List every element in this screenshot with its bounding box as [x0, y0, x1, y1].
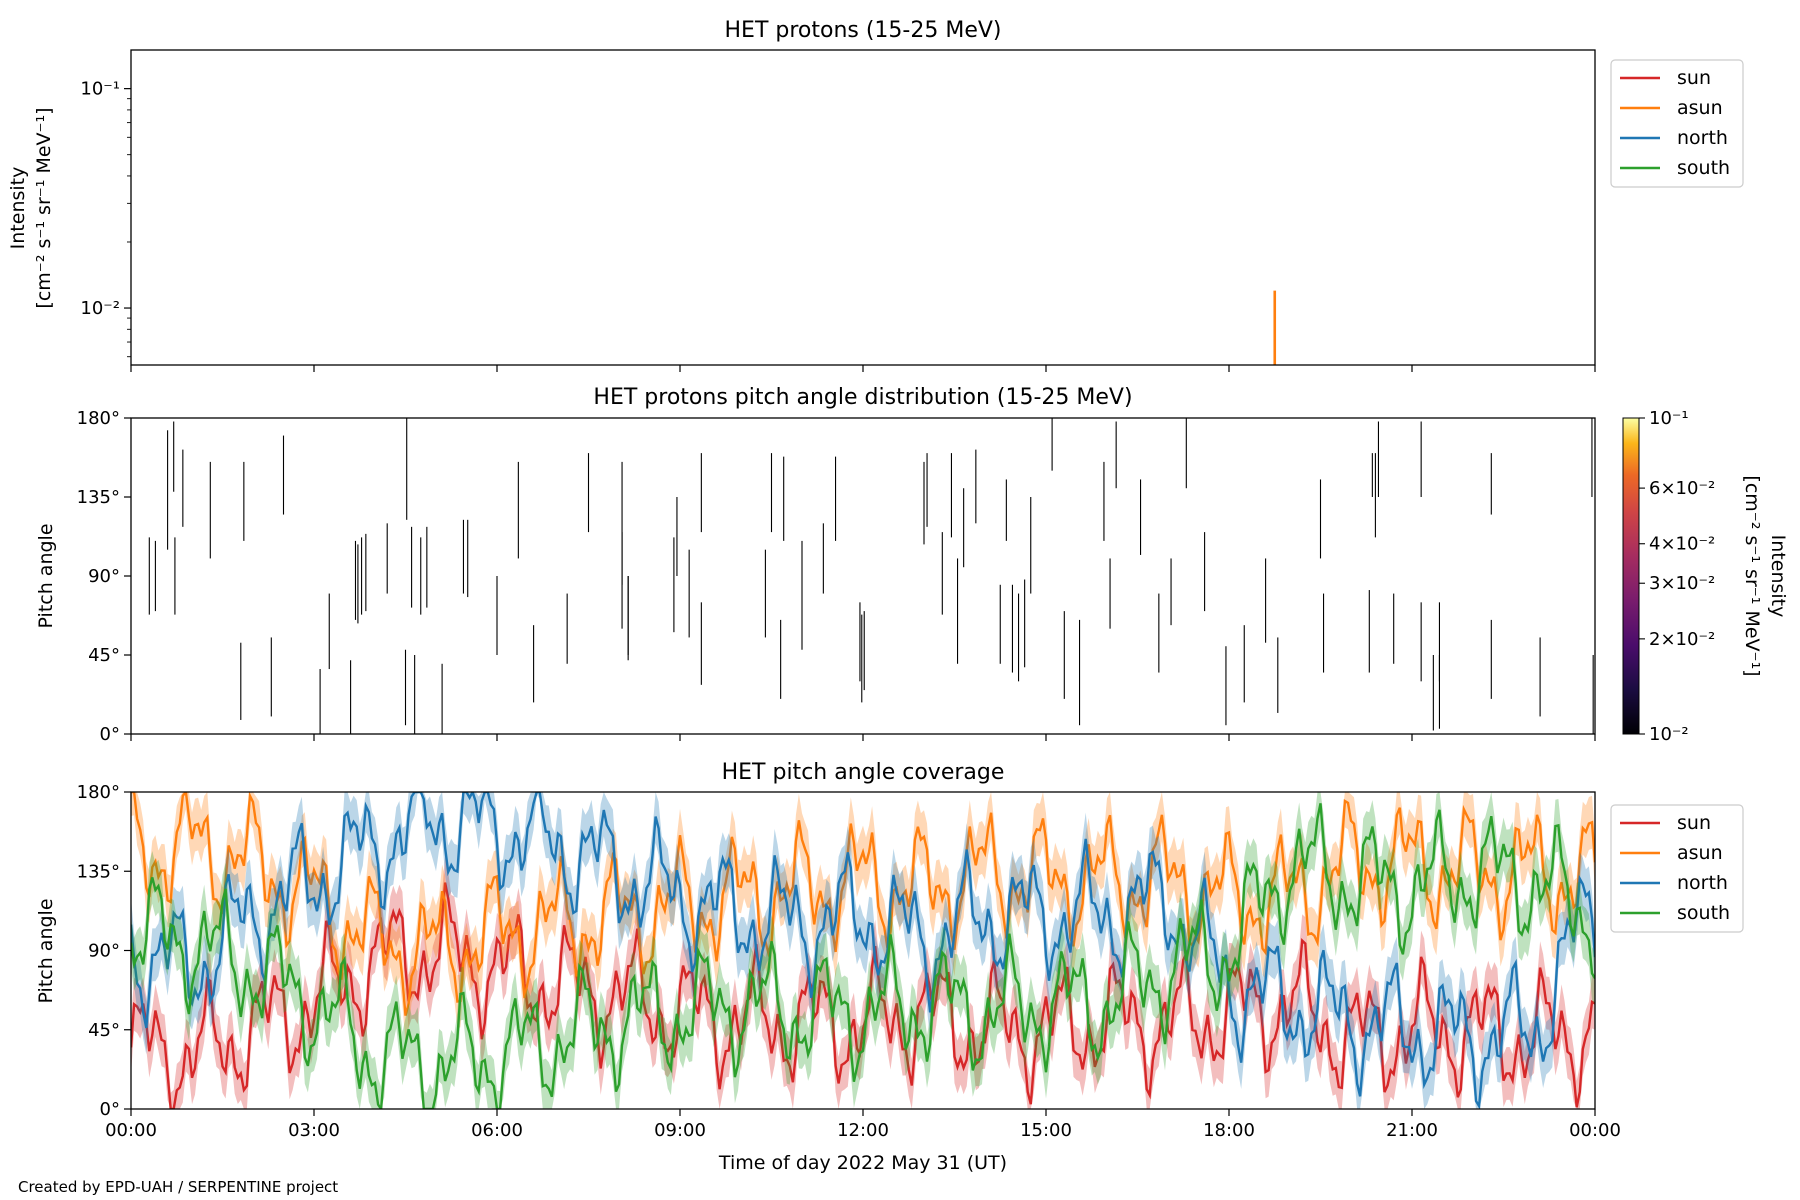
panel1-y-axis: 10⁻² 10⁻¹: [80, 79, 131, 358]
colorbar-tick-label: 10⁻¹: [1649, 408, 1689, 429]
legend-label-sun: sun: [1677, 67, 1711, 89]
y-tick-label: 45°: [88, 1020, 120, 1041]
y-tick-label: 0°: [100, 1099, 120, 1120]
y-tick-label: 180°: [77, 408, 120, 429]
coverage-band-north: [131, 792, 1595, 1109]
y-tick-label: 180°: [77, 782, 120, 803]
x-tick-label: 12:00: [837, 1120, 889, 1141]
panel-pitch-angle-distribution: HET protons pitch angle distribution (15…: [35, 385, 1789, 745]
x-tick-label: 15:00: [1020, 1120, 1072, 1141]
y-tick-label: 45°: [88, 645, 120, 666]
x-tick-label: 18:00: [1203, 1120, 1255, 1141]
colorbar-label-line2: [cm⁻² s⁻¹ sr⁻¹ MeV⁻¹]: [1741, 475, 1763, 676]
panel1-x-ticks: [130, 365, 1596, 372]
panel2-title: HET protons pitch angle distribution (15…: [593, 385, 1132, 410]
coverage-line-asun: [131, 792, 1595, 1016]
panel3-plot-area: [131, 792, 1595, 1109]
x-tick-label: 03:00: [288, 1120, 340, 1141]
panel1-frame: [130, 49, 1596, 366]
panel1-plot-area: [1273, 290, 1277, 365]
y-tick-label: 90°: [88, 941, 120, 962]
legend-label-sun: sun: [1677, 812, 1711, 834]
x-tick-label: 06:00: [471, 1120, 523, 1141]
legend-label-asun: asun: [1677, 97, 1723, 119]
colorbar-tick-label: 3×10⁻²: [1649, 573, 1715, 594]
panel1-title: HET protons (15-25 MeV): [725, 18, 1002, 43]
panel3-legend: sun asun north south: [1610, 804, 1744, 933]
colorbar: [1622, 417, 1640, 735]
panel-intensity: HET protons (15-25 MeV) 10⁻² 10⁻¹ Intensi…: [7, 18, 1744, 372]
panel1-ylabel-line1: Intensity: [7, 167, 29, 250]
panel3-y-axis: 0° 45° 90° 135° 180°: [77, 782, 131, 1120]
y-tick-label: 10⁻¹: [80, 79, 120, 100]
coverage-band-sun: [131, 856, 1595, 1109]
panel3-ylabel: Pitch angle: [35, 898, 57, 1003]
legend-label-asun: asun: [1677, 842, 1723, 864]
y-tick-label: 0°: [100, 724, 120, 745]
coverage-line-south: [131, 803, 1595, 1109]
y-tick-label: 135°: [77, 861, 120, 882]
colorbar-tick-label: 2×10⁻²: [1649, 629, 1715, 650]
panel3-xlabel: Time of day 2022 May 31 (UT): [718, 1152, 1007, 1174]
y-tick-label: 135°: [77, 487, 120, 508]
panel3-title: HET pitch angle coverage: [722, 760, 1005, 785]
legend-label-north: north: [1677, 127, 1728, 149]
colorbar-tick-label: 10⁻²: [1649, 724, 1689, 745]
panel1-ylabel-line2: [cm⁻² s⁻¹ sr⁻¹ MeV⁻¹]: [33, 107, 55, 308]
x-tick-label: 00:00: [105, 1120, 157, 1141]
coverage-line-north: [131, 792, 1595, 1109]
legend-box: [1610, 804, 1744, 933]
colorbar-tick-label: 6×10⁻²: [1649, 478, 1715, 499]
panel1-legend: sun asun north south: [1610, 59, 1744, 188]
credit-text: Created by EPD-UAH / SERPENTINE project: [18, 1178, 339, 1196]
y-tick-label: 10⁻²: [80, 298, 120, 319]
colorbar-ticks: 10⁻² 2×10⁻² 3×10⁻² 4×10⁻² 6×10⁻² 10⁻¹: [1639, 408, 1715, 745]
panel3-x-ticks: 00:00 03:00 06:00 09:00 12:00 15:00 18:00 21:00…: [105, 1109, 1621, 1141]
legend-box: [1610, 59, 1744, 188]
panel2-x-ticks: [130, 734, 1596, 741]
panel2-ylabel: Pitch angle: [35, 523, 57, 628]
colorbar-label-line1: Intensity: [1767, 535, 1789, 618]
x-tick-label: 21:00: [1386, 1120, 1438, 1141]
legend-label-north: north: [1677, 872, 1728, 894]
y-tick-label: 90°: [88, 566, 120, 587]
colorbar-tick-label: 4×10⁻²: [1649, 534, 1715, 555]
x-tick-label: 09:00: [654, 1120, 706, 1141]
legend-label-south: south: [1677, 157, 1730, 179]
panel-pitch-angle-coverage: HET pitch angle coverage 0° 45° 90° 135° 180…: [35, 760, 1744, 1174]
coverage-line-sun: [131, 882, 1595, 1109]
panel2-y-axis: 0° 45° 90° 135° 180°: [77, 408, 131, 745]
panel2-plot-area: [148, 418, 1594, 734]
x-tick-label: 00:00: [1569, 1120, 1621, 1141]
legend-label-south: south: [1677, 902, 1730, 924]
